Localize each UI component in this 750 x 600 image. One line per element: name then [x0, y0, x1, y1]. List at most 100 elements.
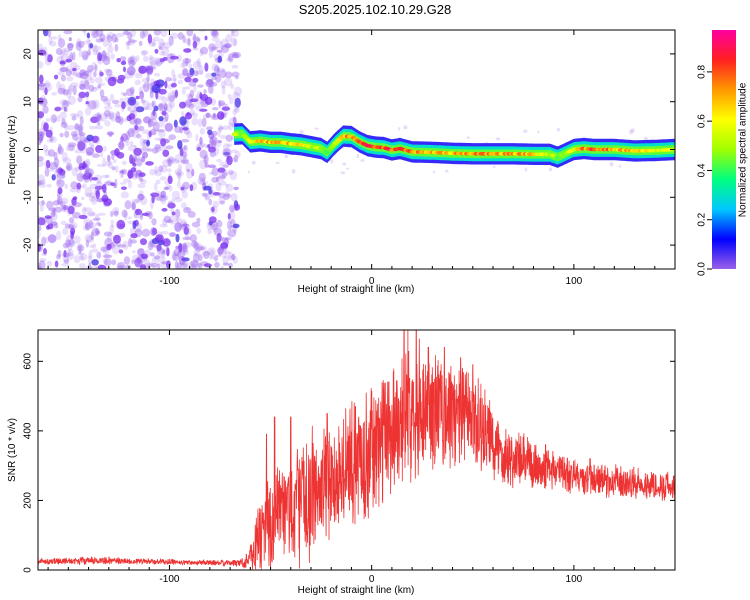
noise-blob	[174, 153, 183, 164]
noise-blob	[204, 62, 209, 72]
noise-blob	[158, 116, 164, 122]
noise-blob	[63, 205, 68, 213]
noise-blob	[153, 30, 162, 36]
noise-blob	[72, 51, 76, 61]
noise-blob	[208, 256, 216, 260]
colorbar-tick-label: 0.6	[697, 114, 708, 128]
noise-blob	[147, 118, 154, 128]
noise-blob	[209, 135, 218, 146]
noise-blob	[97, 121, 101, 126]
spectrogram-y-label: Frequency (Hz)	[7, 116, 18, 185]
noise-blob	[224, 71, 233, 79]
noise-blob	[91, 228, 100, 237]
noise-blob	[57, 70, 65, 76]
noise-blob	[228, 262, 234, 268]
noise-blob	[217, 67, 226, 73]
noise-blob	[224, 191, 229, 197]
noise-blob	[129, 154, 134, 165]
noise-blob	[162, 56, 168, 61]
noise-blob	[229, 204, 236, 213]
noise-blob	[59, 132, 64, 138]
noise-blob	[127, 56, 135, 64]
noise-blob	[183, 207, 192, 214]
snr-panel: -100 0 100 0 200 400 600 Height of straight l…	[7, 329, 676, 596]
noise-blob	[59, 51, 64, 59]
noise-blob	[70, 222, 78, 230]
noise-blob	[181, 257, 190, 262]
noise-blob	[95, 189, 101, 199]
noise-blob	[234, 97, 241, 108]
noise-blob	[78, 69, 85, 80]
noise-blob	[197, 246, 205, 251]
noise-blob	[66, 42, 75, 49]
noise-blob	[181, 223, 190, 227]
noise-blob	[207, 129, 213, 135]
noise-blob	[230, 149, 238, 153]
noise-blob	[127, 96, 137, 106]
noise-blob	[79, 69, 86, 76]
noise-blob	[68, 37, 72, 42]
noise-blob	[232, 255, 238, 264]
noise-blob	[213, 254, 219, 262]
noise-blob	[95, 213, 100, 221]
noise-blob	[129, 70, 135, 79]
noise-blob	[111, 33, 117, 43]
noise-blob	[189, 98, 199, 103]
noise-blob	[38, 260, 46, 269]
noise-blob	[183, 48, 192, 53]
noise-blob	[158, 130, 166, 138]
noise-blob	[198, 65, 204, 76]
spectrogram-noise-layer	[38, 30, 675, 269]
noise-blob	[203, 185, 212, 191]
colorbar: 0.0 0.2 0.4 0.6 0.8 Normalized spectral ampl…	[697, 30, 749, 276]
noise-blob	[118, 75, 124, 84]
noise-blob	[106, 33, 110, 40]
noise-blob	[275, 161, 280, 164]
noise-blob	[195, 94, 200, 101]
noise-blob	[75, 41, 82, 51]
noise-blob	[173, 74, 177, 84]
noise-blob	[67, 84, 74, 92]
noise-blob	[85, 239, 90, 248]
noise-blob	[136, 193, 144, 202]
noise-blob	[174, 126, 182, 133]
noise-blob	[62, 227, 69, 236]
noise-blob	[173, 119, 178, 128]
noise-blob	[233, 86, 243, 97]
noise-blob	[62, 99, 69, 109]
noise-blob	[91, 61, 97, 71]
noise-blob	[202, 114, 211, 119]
noise-blob	[227, 252, 233, 259]
noise-blob	[170, 32, 179, 39]
noise-blob	[209, 150, 216, 158]
noise-blob	[136, 158, 143, 167]
noise-blob	[172, 251, 177, 262]
noise-blob	[85, 192, 92, 198]
noise-blob	[127, 169, 133, 179]
noise-blob	[156, 253, 163, 258]
noise-blob	[79, 163, 83, 173]
y-tick-label: 200	[23, 492, 34, 509]
noise-blob	[57, 167, 64, 174]
noise-blob	[151, 192, 156, 200]
noise-blob	[141, 84, 147, 89]
noise-blob	[154, 165, 159, 174]
noise-blob	[225, 183, 234, 192]
noise-blob	[217, 124, 223, 133]
noise-blob	[182, 34, 186, 44]
noise-blob	[169, 232, 176, 238]
noise-blob	[189, 234, 197, 242]
noise-blob	[77, 252, 85, 256]
noise-blob	[80, 255, 85, 261]
noise-blob	[222, 236, 226, 244]
noise-blob	[60, 121, 68, 128]
noise-blob	[199, 159, 208, 170]
noise-blob	[78, 214, 88, 220]
noise-blob	[193, 253, 200, 263]
noise-blob	[205, 72, 213, 79]
noise-blob	[181, 249, 189, 256]
noise-blob	[99, 33, 106, 42]
x-tick-label: -100	[159, 276, 179, 287]
noise-blob	[63, 47, 73, 52]
